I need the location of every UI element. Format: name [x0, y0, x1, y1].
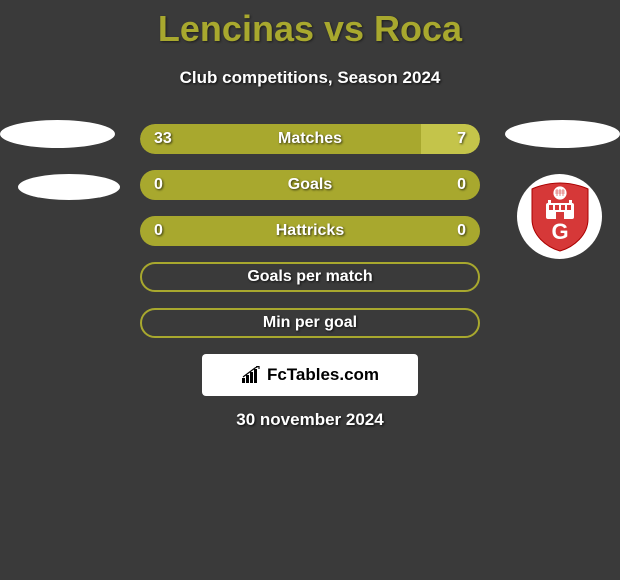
left-badge-1: [0, 120, 115, 148]
left-team-badges: [0, 120, 120, 226]
stat-label: Min per goal: [142, 314, 478, 332]
stat-label: Goals per match: [142, 268, 478, 286]
stat-right-value: 0: [457, 176, 466, 194]
right-team-badges: G: [500, 120, 620, 259]
subtitle: Club competitions, Season 2024: [0, 68, 620, 88]
stat-right-value: 0: [457, 222, 466, 240]
right-team-logo: G: [517, 174, 602, 259]
left-badge-2: [18, 174, 120, 200]
stat-row-min-per-goal: Min per goal: [140, 308, 480, 338]
stat-label: Matches: [140, 130, 480, 148]
footer-logo[interactable]: FcTables.com: [202, 354, 418, 396]
logo-text: FcTables.com: [267, 365, 379, 385]
stat-row-hattricks: 0 Hattricks 0: [140, 216, 480, 246]
page-title: Lencinas vs Roca: [0, 0, 620, 50]
svg-text:G: G: [551, 219, 568, 244]
right-badge-1: [505, 120, 620, 148]
shield-icon: G: [526, 181, 594, 253]
date-text: 30 november 2024: [0, 410, 620, 430]
stat-row-goals-per-match: Goals per match: [140, 262, 480, 292]
stat-label: Goals: [140, 176, 480, 194]
stats-container: 33 Matches 7 0 Goals 0 0 Hattricks 0 Goa…: [140, 124, 480, 354]
stat-row-matches: 33 Matches 7: [140, 124, 480, 154]
stat-right-value: 7: [457, 130, 466, 148]
stat-row-goals: 0 Goals 0: [140, 170, 480, 200]
stat-label: Hattricks: [140, 222, 480, 240]
bars-icon: [241, 366, 263, 384]
